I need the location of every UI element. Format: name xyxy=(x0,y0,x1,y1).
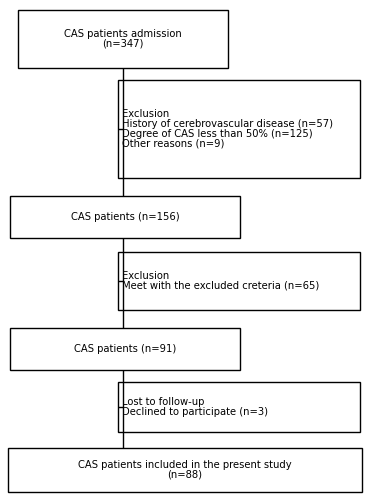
Text: Lost to follow-up: Lost to follow-up xyxy=(122,397,204,407)
Text: Declined to participate (n=3): Declined to participate (n=3) xyxy=(122,407,268,417)
Text: CAS patients (n=91): CAS patients (n=91) xyxy=(74,344,176,354)
Text: Other reasons (n=9): Other reasons (n=9) xyxy=(122,138,225,148)
Text: CAS patients included in the present study: CAS patients included in the present stu… xyxy=(78,460,292,470)
Text: Exclusion: Exclusion xyxy=(122,271,169,281)
FancyBboxPatch shape xyxy=(118,252,360,310)
FancyBboxPatch shape xyxy=(10,196,240,238)
FancyBboxPatch shape xyxy=(18,10,228,68)
FancyBboxPatch shape xyxy=(8,448,362,492)
Text: CAS patients admission: CAS patients admission xyxy=(64,29,182,39)
Text: (n=347): (n=347) xyxy=(102,39,144,49)
Text: Meet with the excluded creteria (n=65): Meet with the excluded creteria (n=65) xyxy=(122,281,319,291)
Text: History of cerebrovascular disease (n=57): History of cerebrovascular disease (n=57… xyxy=(122,119,333,129)
FancyBboxPatch shape xyxy=(10,328,240,370)
Text: (n=88): (n=88) xyxy=(167,470,203,480)
Text: CAS patients (n=156): CAS patients (n=156) xyxy=(71,212,179,222)
Text: Exclusion: Exclusion xyxy=(122,110,169,120)
FancyBboxPatch shape xyxy=(118,80,360,178)
Text: Degree of CAS less than 50% (n=125): Degree of CAS less than 50% (n=125) xyxy=(122,129,313,139)
FancyBboxPatch shape xyxy=(118,382,360,432)
